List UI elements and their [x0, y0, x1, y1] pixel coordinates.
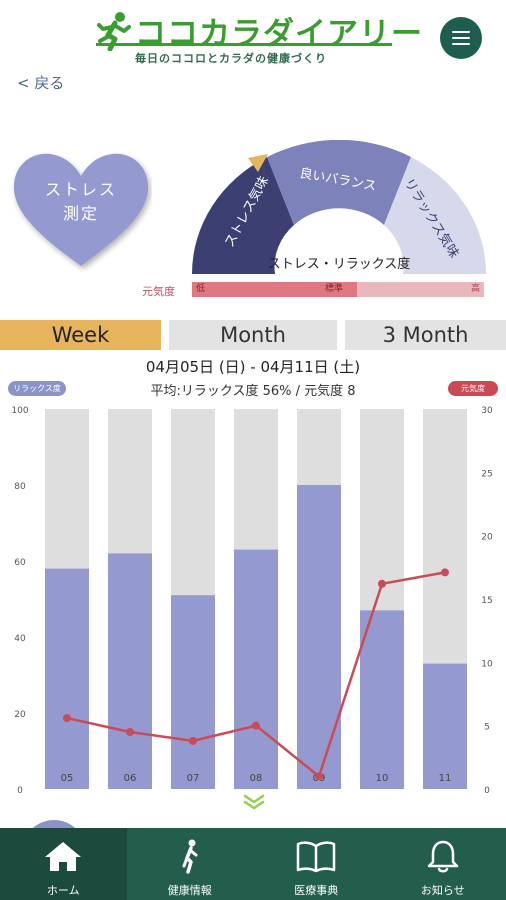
relax-bar [45, 568, 89, 789]
bell-icon [427, 840, 458, 873]
relax-bar [297, 485, 341, 789]
nav-notifications-label: お知らせ [420, 884, 465, 897]
tab-3-month[interactable]: 3 Month [345, 320, 506, 350]
y-right-tick-label: 10 [481, 659, 493, 669]
stress-measure-button[interactable]: ストレス 測定 [10, 150, 152, 272]
nav-home[interactable]: ホーム [0, 828, 127, 900]
genki-point [63, 714, 71, 723]
nav-medical-dictionary-label: 医療事典 [294, 884, 339, 897]
average-summary: 平均:リラックス度 56% / 元気度 8 [150, 384, 356, 399]
x-tick-label: 05 [61, 773, 74, 784]
back-link[interactable]: < 戻る [17, 74, 65, 92]
x-tick-label: 10 [376, 773, 389, 784]
gauge-relax-segment [384, 157, 486, 274]
relax-bar [171, 595, 215, 789]
home-icon [45, 842, 82, 871]
logo-underline [96, 43, 392, 46]
genki-point [315, 772, 323, 781]
y-left-tick-label: 100 [11, 406, 28, 416]
x-tick-label: 08 [250, 773, 263, 784]
genki-label: 元気度 [142, 285, 175, 298]
genki-point [126, 728, 134, 736]
y-right-tick-label: 20 [481, 533, 493, 543]
tab-month[interactable]: Month [169, 320, 337, 350]
genki-point [378, 579, 386, 588]
gauge-indicator-icon [248, 154, 268, 172]
chevron-double-down-icon[interactable] [242, 794, 266, 810]
x-tick-label: 07 [187, 773, 200, 784]
x-tick-label: 06 [124, 773, 137, 784]
relax-bar [423, 663, 467, 789]
genki-point [252, 721, 260, 730]
gauge-stress-segment [192, 157, 294, 274]
weekly-chart: 02040608010005101520253005060708091011 [11, 406, 493, 796]
date-range: 04月05日 (日) - 04月11日 (土) [145, 358, 361, 376]
walking-person-icon [182, 839, 198, 874]
y-left-tick-label: 80 [14, 482, 26, 492]
nav-health-info[interactable]: 健康情報 [127, 828, 254, 900]
y-left-tick-label: 60 [14, 558, 26, 568]
tab-week[interactable]: Week [0, 320, 161, 350]
genki-mid-label: 標準 [325, 284, 344, 294]
legend-genki-badge: 元気度 [448, 381, 498, 396]
app-title: ココカラダイアリー [135, 16, 423, 52]
bottom-nav: ホーム 健康情報 医療事典 お知らせ [0, 828, 506, 900]
y-right-tick-label: 15 [481, 596, 492, 606]
relax-bar [360, 610, 404, 789]
y-right-tick-label: 25 [481, 469, 492, 479]
heart-label-line2: 測定 [62, 204, 99, 223]
nav-notifications[interactable]: お知らせ [380, 828, 506, 900]
y-left-tick-label: 0 [17, 786, 23, 796]
heart-label-line1: ストレス [44, 180, 117, 199]
nav-medical-dictionary[interactable]: 医療事典 [253, 828, 380, 900]
y-right-tick-label: 5 [484, 723, 490, 733]
y-right-tick-label: 0 [484, 786, 490, 796]
book-icon [297, 841, 336, 873]
legend-relax-badge: リラックス度 [8, 381, 66, 396]
genki-point [189, 736, 197, 745]
genki-point [441, 568, 449, 577]
genki-low-label: 低 [192, 282, 357, 297]
relax-bar [108, 553, 152, 789]
nav-home-label: ホーム [46, 884, 80, 897]
app-logo: ココカラダイアリー [95, 8, 423, 53]
menu-button[interactable] [440, 17, 482, 59]
gauge-balance-segment [267, 140, 411, 225]
stress-relax-gauge: ストレス気味 良いバランス リラックス気味 ストレス・リラックス度 [192, 140, 486, 274]
app-subtitle: 毎日のココロとカラダの健康づくり [135, 52, 327, 65]
y-right-tick-label: 30 [481, 406, 493, 416]
y-left-tick-label: 40 [14, 634, 26, 644]
hamburger-icon [452, 31, 470, 33]
nav-health-info-label: 健康情報 [167, 884, 212, 897]
x-tick-label: 11 [439, 773, 452, 784]
gauge-center-label: ストレス・リラックス度 [268, 256, 411, 272]
genki-high-label: 高 [470, 284, 480, 294]
app-header: ココカラダイアリー 毎日のココロとカラダの健康づくり < 戻る [0, 0, 506, 92]
genki-bar: 低 高 [192, 282, 484, 297]
relax-bar [234, 549, 278, 789]
heart-icon [13, 153, 149, 266]
y-left-tick-label: 20 [14, 710, 26, 720]
period-tabs: Week Month 3 Month [0, 320, 506, 350]
